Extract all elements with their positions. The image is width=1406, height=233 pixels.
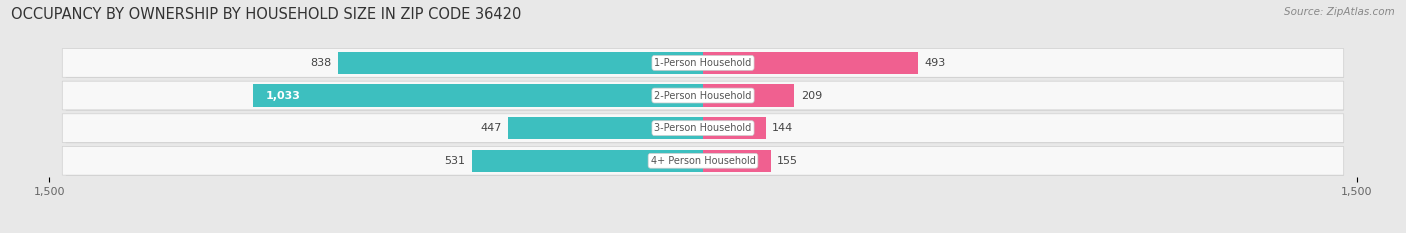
Text: 155: 155 (778, 156, 799, 166)
FancyBboxPatch shape (62, 114, 1344, 143)
Bar (703, 150, 770, 172)
FancyBboxPatch shape (62, 146, 1344, 175)
Text: 1-Person Household: 1-Person Household (654, 58, 752, 68)
Text: Source: ZipAtlas.com: Source: ZipAtlas.com (1284, 7, 1395, 17)
FancyBboxPatch shape (66, 147, 1344, 176)
Text: 838: 838 (309, 58, 332, 68)
Text: 493: 493 (924, 58, 946, 68)
Bar (508, 117, 703, 139)
Text: 4+ Person Household: 4+ Person Household (651, 156, 755, 166)
Text: 2-Person Household: 2-Person Household (654, 91, 752, 100)
Bar (703, 117, 766, 139)
FancyBboxPatch shape (66, 49, 1344, 78)
Text: 531: 531 (444, 156, 465, 166)
FancyBboxPatch shape (62, 48, 1344, 77)
FancyBboxPatch shape (66, 82, 1344, 110)
Text: 447: 447 (481, 123, 502, 133)
Bar (703, 84, 794, 107)
Text: 3-Person Household: 3-Person Household (654, 123, 752, 133)
FancyBboxPatch shape (62, 81, 1344, 110)
Bar (253, 84, 703, 107)
Text: OCCUPANCY BY OWNERSHIP BY HOUSEHOLD SIZE IN ZIP CODE 36420: OCCUPANCY BY OWNERSHIP BY HOUSEHOLD SIZE… (11, 7, 522, 22)
Text: 144: 144 (772, 123, 793, 133)
Bar (337, 52, 703, 74)
Bar (471, 150, 703, 172)
FancyBboxPatch shape (66, 114, 1344, 143)
Text: 1,033: 1,033 (266, 91, 301, 100)
Bar (703, 52, 918, 74)
Text: 209: 209 (800, 91, 823, 100)
